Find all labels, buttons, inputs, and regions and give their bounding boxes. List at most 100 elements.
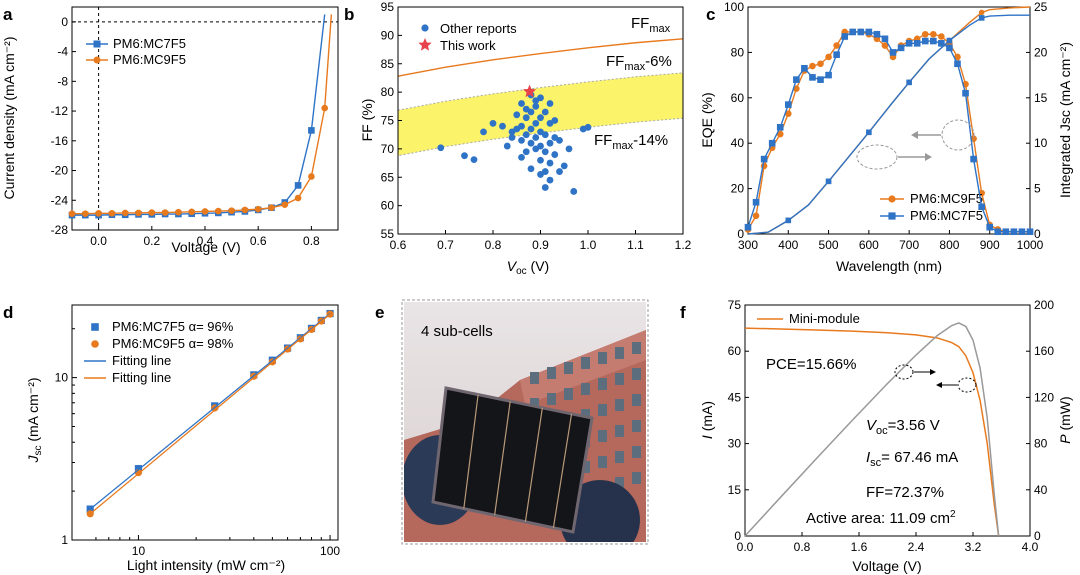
x-tick-label: 2.4 (908, 540, 925, 554)
left-arrow-head (911, 131, 918, 139)
ffmax-label: FFmax (631, 15, 671, 35)
x-tick-label: 600 (859, 238, 879, 252)
data-point (522, 84, 537, 98)
data-point (294, 194, 302, 202)
data-point (108, 209, 116, 217)
x-tick-label: 100 (320, 544, 340, 558)
isc-annotation: Isc= 67.46 mA (866, 449, 958, 469)
x-tick-label: 0.0 (90, 234, 107, 248)
y-tick-label: -28 (51, 223, 69, 237)
photo-window (632, 368, 641, 380)
y-axis-label: I (mA) (699, 401, 715, 439)
data-point (784, 101, 792, 108)
x-tick-label: 0.8 (794, 540, 811, 554)
photo-subcell-divider (552, 413, 573, 528)
panel-c: 300 400 500 600 700 800 900 1000020406080100051… (699, 0, 1073, 274)
data-point (785, 217, 792, 224)
y2-tick-label: 0 (1034, 529, 1041, 543)
data-point (321, 104, 329, 112)
data-point (308, 173, 315, 180)
data-point (1018, 228, 1026, 236)
data-point (744, 223, 752, 231)
data-point (532, 119, 540, 127)
data-point (881, 35, 889, 43)
series-line (747, 14, 1030, 235)
y-tick-label: 55 (381, 227, 395, 241)
data-point (776, 124, 784, 131)
data-point (760, 155, 768, 163)
data-point (175, 208, 182, 216)
x-tick-label: 1.0 (580, 238, 597, 252)
y-tick-label: -16 (51, 134, 69, 148)
legend-marker (888, 212, 896, 220)
data-point (946, 44, 953, 52)
y-tick-label: 60 (381, 199, 395, 213)
data-point (962, 89, 969, 97)
photo-window (598, 456, 607, 468)
x-tick-label: 0.6 (390, 238, 407, 252)
photo-subcell-divider (494, 401, 511, 516)
photo-window (564, 388, 573, 400)
panel-d-frame (71, 304, 339, 541)
data-point (905, 40, 913, 47)
y2-tick-label: 15 (1034, 91, 1048, 105)
series-1: This work (418, 38, 537, 98)
x-tick-label: 500 (819, 238, 839, 252)
panel-f-frame (744, 304, 1031, 537)
y-tick-label: 60 (728, 344, 742, 358)
data-point (833, 42, 840, 49)
photo-window (615, 399, 624, 411)
photo-window (581, 383, 590, 395)
x-tick-label: 300 (738, 238, 758, 252)
data-point (906, 79, 912, 86)
data-point (873, 30, 881, 38)
data-point (508, 134, 516, 141)
data-point (522, 114, 530, 122)
legend-label: PM6:MC9F5 α= 98% (112, 336, 234, 351)
data-point (513, 111, 521, 119)
legend-label: PM6:MC9F5 (910, 191, 983, 206)
data-point (897, 44, 905, 52)
data-point (866, 129, 872, 136)
y2-tick-label: 5 (1034, 182, 1041, 196)
photo-window (632, 394, 641, 406)
data-point (134, 465, 143, 473)
photo-window (547, 393, 556, 405)
y-tick-label: 0 (737, 227, 744, 241)
y2-tick-label: 80 (1034, 437, 1048, 451)
series-3 (747, 14, 1030, 235)
series-line (747, 31, 1030, 233)
data-point (921, 37, 929, 45)
data-point (541, 184, 549, 191)
y-tick-label: 20 (731, 182, 745, 196)
photo-window (598, 352, 607, 364)
photo-subcell-divider (524, 407, 543, 522)
data-point (518, 122, 525, 130)
legend-label: This work (440, 38, 496, 53)
series-0: Other reports (421, 21, 592, 195)
y2-tick-label: 25 (1034, 0, 1048, 14)
data-point (541, 131, 549, 139)
y2-tick-label: 200 (1034, 298, 1054, 312)
series-3: Fitting line (84, 313, 331, 515)
power-arrow-head (936, 382, 942, 388)
y2-tick-label: 10 (1034, 136, 1048, 150)
photo-subcell-divider (463, 394, 479, 509)
ffmax-curve (397, 38, 684, 77)
data-point (508, 128, 516, 136)
x-axis-label: Wavelength (nm) (836, 258, 942, 274)
data-point (541, 148, 549, 156)
panel-label-a: a (3, 5, 13, 24)
y-axis-label: FF (%) (359, 99, 375, 142)
legend-marker (93, 40, 101, 48)
y-tick-label: 95 (381, 0, 395, 14)
legend-label: PM6:MC7F5 α= 96% (112, 319, 234, 334)
data-point (978, 9, 985, 16)
photo-window (615, 451, 624, 463)
data-point (532, 134, 540, 141)
photo-dashed-border (401, 299, 649, 545)
panel-e: e 4 sub-cells (375, 299, 649, 545)
photo-image (404, 302, 646, 542)
x-axis-label: Voltage (V) (852, 558, 921, 574)
data-point (546, 100, 554, 107)
